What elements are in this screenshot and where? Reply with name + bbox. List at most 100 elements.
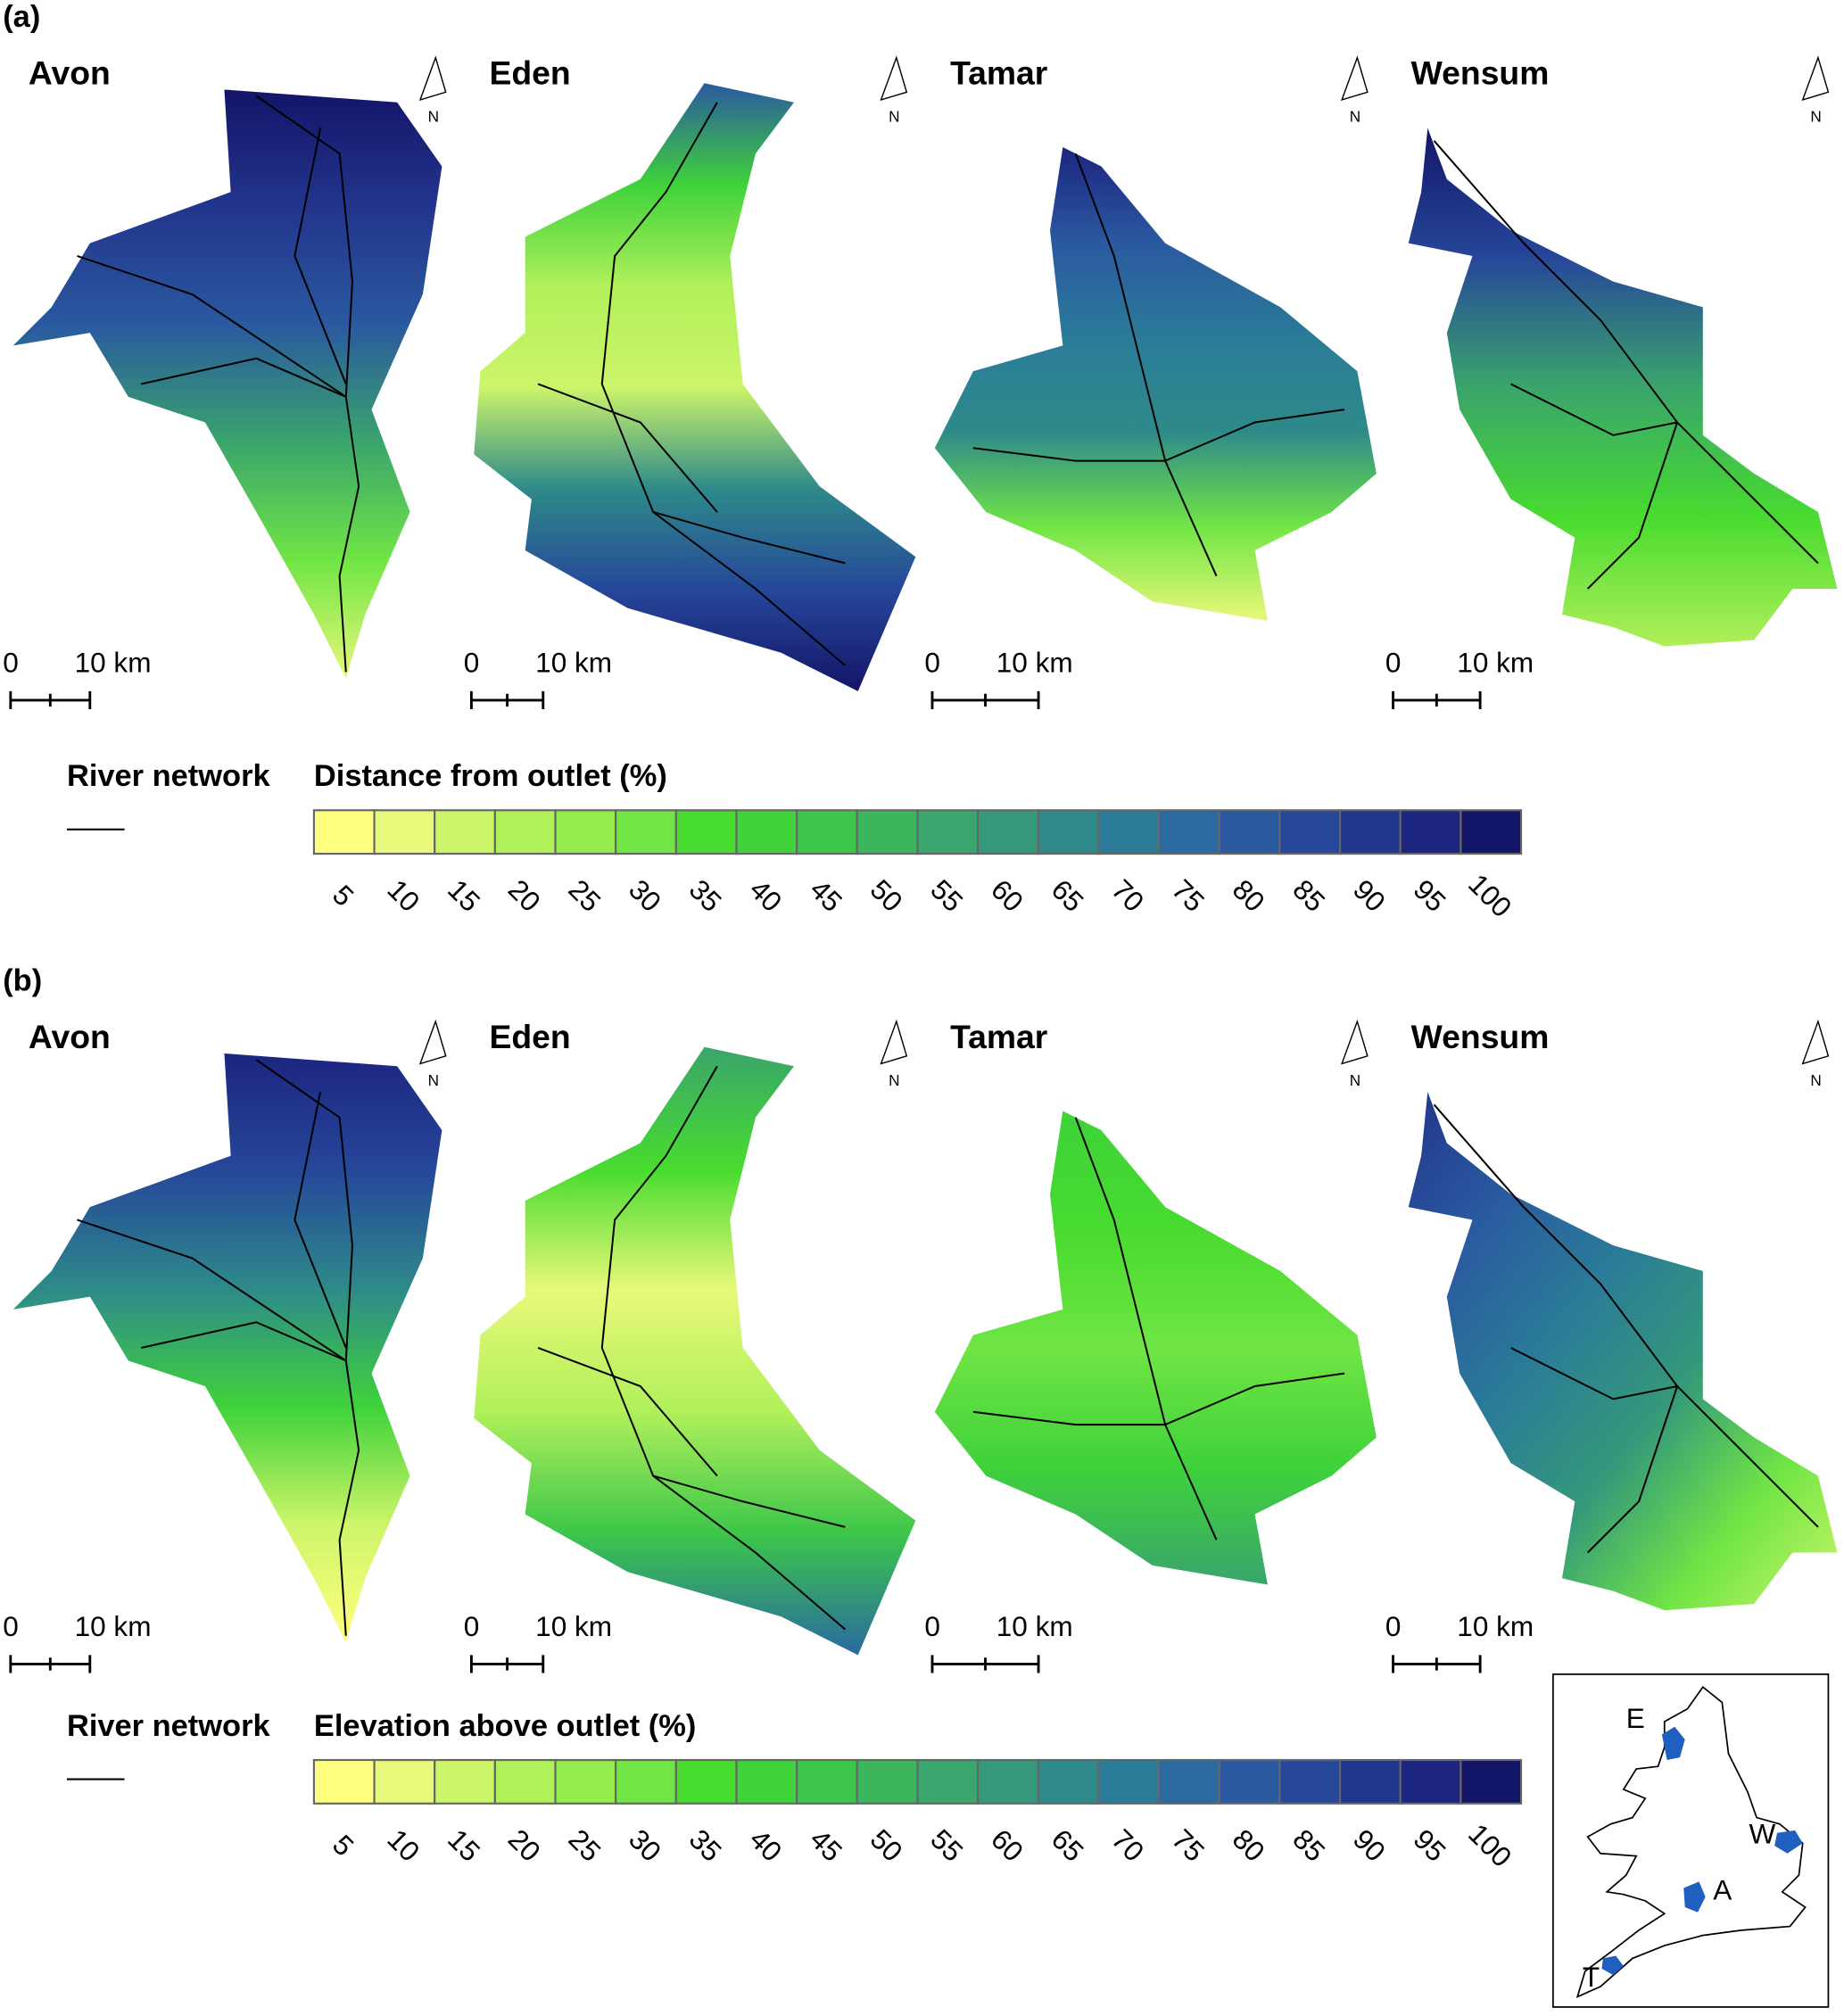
legend-tick-label: 55 <box>924 1822 969 1867</box>
legend-swatch <box>434 809 496 855</box>
scale-bar <box>9 690 92 709</box>
legend-tick-label: 55 <box>924 873 969 918</box>
legend-tick-label: 95 <box>1408 873 1452 918</box>
scale-zero: 0 <box>924 646 940 678</box>
scale-bar <box>1392 1655 1482 1673</box>
catchment-area <box>934 1111 1377 1585</box>
north-arrow <box>1801 55 1830 102</box>
scale-bar <box>469 690 545 709</box>
catchment-name: Avon <box>29 1018 111 1055</box>
inset-label: W <box>1749 1817 1775 1849</box>
legend-swatch <box>493 1758 557 1805</box>
legend-swatch <box>856 809 919 855</box>
legend-line-label: River network <box>67 759 270 793</box>
scale-zero: 0 <box>3 1610 19 1642</box>
legend-swatch <box>856 1758 919 1805</box>
catchment-map: Avon N 0 10 km <box>3 54 447 709</box>
catchment-area <box>1408 128 1838 647</box>
legend-tick-label: 100 <box>1462 868 1518 924</box>
legend-tick-label: 40 <box>743 1822 788 1867</box>
inset-outline <box>1575 1685 1807 1999</box>
legend-tick-label: 75 <box>1166 873 1211 918</box>
catchment-name: Eden <box>489 54 570 92</box>
legend-swatch <box>1278 1758 1342 1805</box>
inset-label: A <box>1713 1873 1732 1905</box>
legend-swatch <box>916 1758 980 1805</box>
scale-bar <box>469 1655 545 1673</box>
legend-tick-label: 70 <box>1105 873 1150 918</box>
catchment-map: Avon N 0 10 km <box>3 1018 447 1673</box>
legend-tick-label: 75 <box>1166 1822 1211 1867</box>
legend-tick-label: 65 <box>1046 1822 1090 1867</box>
catchment-map: Tamar N 0 10 km <box>924 54 1377 709</box>
river-network <box>537 1065 847 1631</box>
legend-tick-label: 80 <box>1227 873 1271 918</box>
legend-swatch <box>373 1758 436 1805</box>
legend-swatch <box>1338 1758 1402 1805</box>
legend-swatch <box>1459 1758 1523 1805</box>
north-arrow <box>1340 55 1369 102</box>
scale-bar <box>9 1655 92 1673</box>
catchment-name: Wensum <box>1411 54 1550 92</box>
north-label: N <box>1350 1071 1360 1089</box>
river-network <box>972 153 1345 577</box>
legend-tick-label: 15 <box>442 1822 486 1867</box>
legend-swatch <box>373 809 436 855</box>
river-network <box>972 1117 1345 1541</box>
legend-tick-label: 45 <box>804 873 848 918</box>
river-network <box>537 102 847 666</box>
catchment-area <box>12 89 442 679</box>
legend-tick-label: 30 <box>623 873 667 918</box>
north-arrow <box>1801 1019 1830 1065</box>
north-label: N <box>889 1071 899 1089</box>
legend-swatch <box>1158 1758 1220 1805</box>
legend-swatch <box>796 809 858 855</box>
legend-tick-label: 90 <box>1347 873 1392 918</box>
catchment-map: Eden N 0 10 km <box>464 54 916 709</box>
eden-location <box>1661 1726 1685 1761</box>
legend-swatch <box>977 1758 1039 1805</box>
inset-label: E <box>1626 1702 1645 1734</box>
legend-swatch <box>1097 809 1161 855</box>
panel-label: (a) <box>3 0 40 34</box>
scale-length: 10 km <box>535 1610 612 1642</box>
legend-tick-label: 50 <box>864 1822 909 1867</box>
north-label: N <box>1810 107 1821 125</box>
avon-location <box>1683 1881 1706 1913</box>
legend-swatch <box>1278 809 1342 855</box>
legend-swatch <box>674 1758 738 1805</box>
legend-swatch <box>1218 1758 1281 1805</box>
legend-tick-label: 5 <box>327 1829 360 1863</box>
scale-zero: 0 <box>1385 1610 1402 1642</box>
legend-swatch <box>674 809 738 855</box>
north-arrow <box>418 1019 447 1065</box>
north-label: N <box>1350 107 1360 125</box>
legend-tick-label: 10 <box>381 873 426 918</box>
north-arrow <box>418 55 447 102</box>
catchment-name: Wensum <box>1411 1018 1550 1055</box>
catchment-map: Wensum N 0 10 km <box>1385 1018 1838 1673</box>
scale-zero: 0 <box>1385 646 1402 678</box>
panel-label: (b) <box>3 964 42 998</box>
north-arrow <box>880 1019 908 1065</box>
legend-swatch <box>312 1758 376 1805</box>
legend-tick-label: 10 <box>381 1822 426 1867</box>
north-label: N <box>1810 1071 1821 1089</box>
legend-title: Distance from outlet (%) <box>314 759 667 793</box>
scale-zero: 0 <box>464 1610 480 1642</box>
legend-tick-label: 15 <box>442 873 486 918</box>
legend-swatch <box>615 809 677 855</box>
legend-swatch <box>1158 809 1220 855</box>
legend-swatch <box>735 809 798 855</box>
catchment-name: Avon <box>29 54 111 92</box>
scale-length: 10 km <box>996 1610 1073 1642</box>
legend-tick-label: 45 <box>804 1822 848 1867</box>
legend-swatch <box>554 1758 617 1805</box>
legend-swatch <box>1399 1758 1462 1805</box>
catchment-name: Tamar <box>950 54 1047 92</box>
legend-tick-label: 60 <box>985 1822 1029 1867</box>
scale-length: 10 km <box>1457 1610 1534 1642</box>
legend-tick-label: 30 <box>623 1822 667 1867</box>
